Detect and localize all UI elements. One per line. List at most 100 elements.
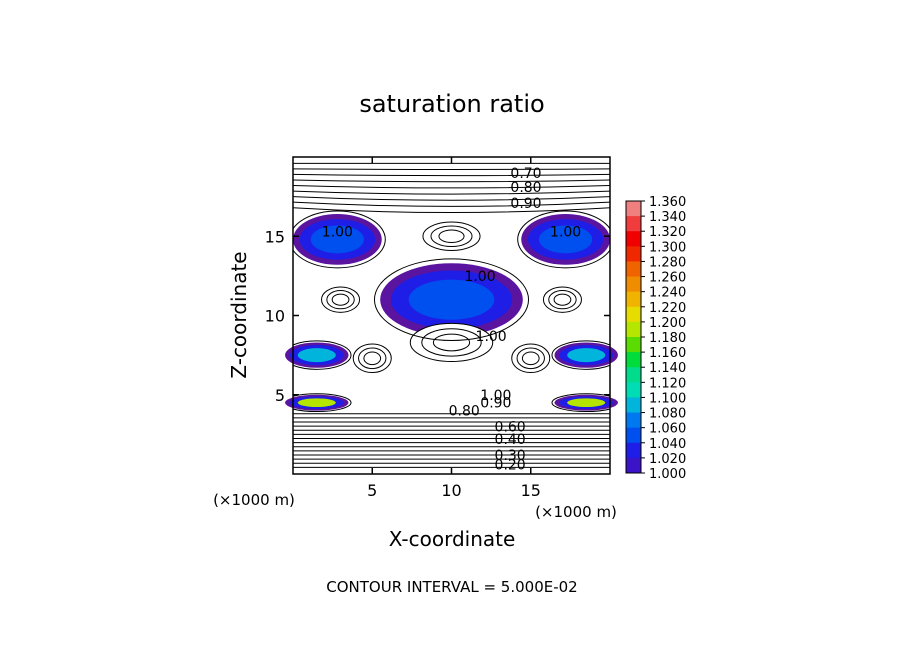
contour-loop [553,293,572,306]
region-left-jet-core [297,348,336,363]
colorbar-label: 1.120 [649,376,686,391]
contour-label: 0.90 [510,196,541,212]
colorbar-label: 1.060 [649,422,686,437]
contour-label: 1.00 [550,224,581,240]
contour-label: 0.90 [480,396,511,412]
x-unit-label: (×1000 m) [535,503,617,521]
contour-line-top [293,196,610,201]
colorbar-swatch [626,367,641,383]
contour-label: 1.00 [480,388,511,404]
contour-labels: 0.700.800.901.00 1.001.001.001.000.900.80… [322,166,581,474]
colorbar-label: 1.300 [649,240,686,255]
x-axis: 5 10 15 [367,157,541,500]
saturation-fill-regions [285,214,618,411]
colorbar-swatch [626,337,641,353]
colorbar-swatch [626,216,641,232]
contour-line-top [293,207,610,214]
contour-line-top [293,190,610,195]
colorbar-swatch [626,382,641,398]
colorbar-swatch [626,231,641,247]
contour-loop [331,293,350,306]
colorbar-swatch [626,412,641,429]
region-upper-right-band-core [538,225,593,254]
colorbar-label: 1.320 [649,225,686,240]
contour-loop [326,290,355,310]
x-tick-label: 5 [367,481,377,500]
colorbar-label: 1.100 [649,391,686,406]
colorbar-label: 1.240 [649,286,686,301]
contour-line-top [293,168,610,170]
contour-loop [430,225,473,248]
colorbar-swatch [626,397,641,414]
colorbar-swatch [626,321,641,338]
x-tick-label: 15 [521,481,541,500]
region-lower-left-jet-core [297,398,336,408]
contour-loop [521,351,540,366]
region-right-jet-core [567,348,606,363]
contour-region-outline [551,393,610,413]
contour-label: 0.40 [495,432,526,448]
colorbar-swatch [626,352,641,368]
contour-loop [438,229,465,244]
colorbar: 1.3601.3401.3201.3001.2801.2601.2401.220… [625,195,686,482]
colorbar-label: 1.280 [649,255,686,270]
colorbar-swatch [626,291,641,308]
colorbar-label: 1.080 [649,407,686,422]
colorbar-swatch [626,306,641,323]
y-axis: 5 10 15 [265,227,610,405]
colorbar-label: 1.160 [649,346,686,361]
contour-label: 1.00 [464,269,495,285]
colorbar-swatch [626,201,641,217]
contour-region-outline [293,393,352,413]
colorbar-label: 1.140 [649,361,686,376]
contour-label: 1.00 [476,329,507,345]
colorbar-label: 1.260 [649,271,686,286]
colorbar-label: 1.020 [649,452,686,467]
contour-label: 0.80 [449,404,480,420]
colorbar-label: 1.000 [649,467,686,482]
colorbar-swatch [626,261,641,278]
contour-label: 1.00 [322,224,353,240]
region-lower-right-jet-core [567,398,606,408]
x-axis-label: X-coordinate [389,527,516,551]
colorbar-swatch [626,442,641,459]
contour-loop [358,347,387,370]
colorbar-swatch [626,276,641,293]
y-tick-label: 15 [265,227,285,246]
contour-loop [432,333,471,352]
contour-line-top [293,185,610,189]
contour-loop [516,347,545,370]
plot-area: 0.700.800.901.00 1.001.001.001.000.900.80… [285,156,618,475]
contour-label: 0.30 [495,448,526,464]
contour-interval-note: CONTOUR INTERVAL = 5.000E-02 [326,578,577,596]
colorbar-label: 1.360 [649,195,686,210]
contour-loop [548,290,577,310]
colorbar-label: 1.180 [649,331,686,346]
colorbar-label: 1.040 [649,437,686,452]
contour-loop [363,351,382,366]
colorbar-label: 1.340 [649,210,686,225]
contour-line-top [293,179,610,183]
contour-line-top [293,173,610,177]
contour-region-outline [293,210,386,269]
colorbar-label: 1.200 [649,316,686,331]
chart-title: saturation ratio [359,90,544,118]
contour-label: 0.20 [495,457,526,473]
region-upper-left-band-core [310,225,365,254]
region-central-dome-core [408,279,495,320]
contour-region-outline [293,340,352,370]
contour-region-outline [517,210,610,269]
contour-loop [421,328,482,357]
y-tick-label: 5 [275,386,285,405]
colorbar-swatch [626,427,641,444]
contour-label: 0.70 [510,166,541,182]
y-axis-label: Z-coordinate [227,251,251,378]
contour-lines [293,162,610,468]
x-tick-label: 10 [441,481,461,500]
contour-line-top [293,201,610,207]
contour-label: 0.80 [510,180,541,196]
y-unit-label: (×1000 m) [213,491,295,509]
colorbar-label: 1.220 [649,301,686,316]
contour-region-outline [551,340,610,370]
